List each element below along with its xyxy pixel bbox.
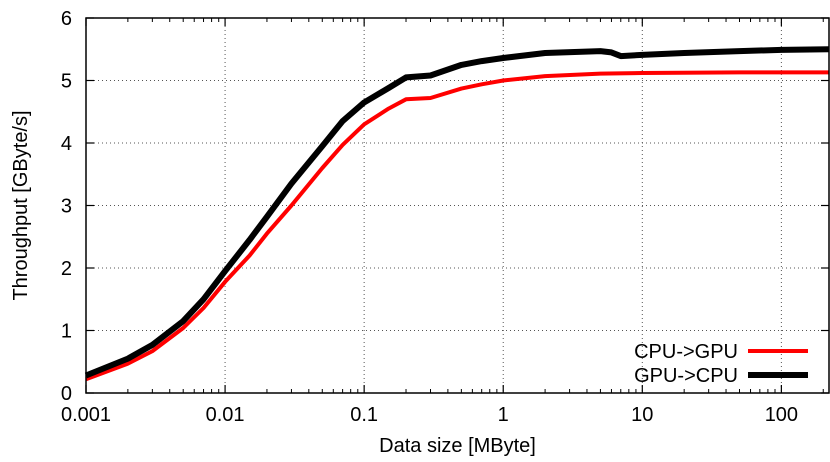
y-tick-label: 1 bbox=[61, 321, 72, 343]
x-tick-label: 0.01 bbox=[206, 404, 245, 426]
series-lines bbox=[84, 46, 830, 382]
legend-label-gpu-cpu: GPU->CPU bbox=[634, 365, 738, 387]
axis-ticks bbox=[85, 17, 829, 394]
x-tick-label: 0.001 bbox=[61, 404, 111, 426]
y-tick-label: 4 bbox=[61, 133, 72, 155]
y-axis-label: Throughput [GByte/s] bbox=[10, 110, 32, 300]
grid-lines bbox=[86, 18, 829, 393]
legend-label-cpu-gpu: CPU->GPU bbox=[634, 341, 738, 363]
y-tick-label: 6 bbox=[61, 8, 72, 30]
series-line-gpu-cpu bbox=[84, 46, 830, 379]
y-tick-label: 5 bbox=[61, 71, 72, 93]
y-tick-label: 3 bbox=[61, 196, 72, 218]
tick-labels: 0.001 0.01 0.1 1 10 100 0 1 2 3 4 5 6 bbox=[61, 8, 798, 426]
x-tick-label: 100 bbox=[765, 404, 798, 426]
y-tick-label: 0 bbox=[61, 383, 72, 405]
x-axis-label: Data size [MByte] bbox=[379, 435, 536, 457]
series-line-cpu-gpu bbox=[85, 70, 829, 382]
x-tick-label: 1 bbox=[498, 404, 509, 426]
x-tick-label: 10 bbox=[631, 404, 653, 426]
x-tick-label: 0.1 bbox=[350, 404, 378, 426]
y-tick-label: 2 bbox=[61, 258, 72, 280]
legend: CPU->GPU GPU->CPU bbox=[634, 341, 808, 387]
